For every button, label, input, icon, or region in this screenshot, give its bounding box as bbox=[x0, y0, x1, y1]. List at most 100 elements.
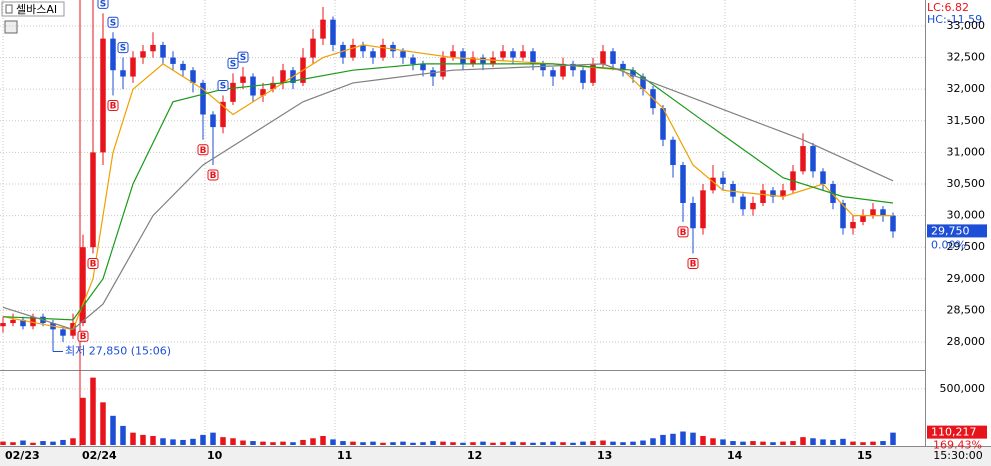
volume-bar bbox=[180, 439, 186, 445]
signal-box bbox=[107, 100, 119, 112]
y-tick-label: 31,000 bbox=[947, 145, 986, 158]
volume-bar bbox=[660, 434, 666, 445]
candle-body bbox=[180, 63, 186, 71]
candle-body bbox=[430, 70, 436, 77]
volume-ratio-label: 169.43% bbox=[933, 439, 982, 452]
volume-bar bbox=[460, 442, 466, 445]
signal-box bbox=[237, 51, 249, 63]
volume-bar bbox=[480, 441, 486, 445]
volume-bar bbox=[230, 438, 236, 445]
volume-bar bbox=[670, 433, 676, 445]
volume-bar bbox=[680, 431, 686, 445]
candle-body bbox=[80, 247, 86, 324]
signal-box bbox=[77, 330, 89, 342]
candle-body bbox=[60, 329, 66, 336]
candle-body bbox=[20, 319, 26, 327]
volume-bar bbox=[530, 442, 536, 445]
volume-bar bbox=[360, 442, 366, 445]
volume-bar bbox=[750, 441, 756, 445]
signal-box bbox=[217, 80, 229, 92]
volume-bar bbox=[730, 441, 736, 445]
volume-bar bbox=[220, 437, 226, 445]
volume-bar bbox=[490, 442, 496, 445]
volume-bar bbox=[770, 442, 776, 445]
candle-body bbox=[490, 57, 496, 64]
volume-bar bbox=[140, 434, 146, 445]
volume-bar bbox=[830, 439, 836, 445]
volume-bar bbox=[620, 442, 626, 445]
candle-body bbox=[610, 51, 616, 64]
candle-body bbox=[740, 196, 746, 210]
volume-bar bbox=[400, 441, 406, 445]
signal-label: B bbox=[80, 332, 87, 342]
volume-bar bbox=[100, 402, 106, 445]
volume-bar bbox=[640, 440, 646, 445]
candle-body bbox=[530, 51, 536, 64]
volume-bar bbox=[700, 436, 706, 445]
signal-box bbox=[107, 16, 119, 28]
candle-body bbox=[350, 44, 356, 58]
candle-body bbox=[460, 51, 466, 64]
volume-bar bbox=[580, 441, 586, 445]
signal-box bbox=[117, 42, 129, 54]
y-tick-label: 28,000 bbox=[947, 335, 986, 348]
y-tick-label: 31,500 bbox=[947, 114, 986, 127]
signal-box bbox=[97, 0, 109, 9]
candle-body bbox=[310, 38, 316, 58]
volume-bar bbox=[800, 437, 806, 445]
signal-label: S bbox=[120, 44, 126, 54]
volume-bar bbox=[720, 439, 726, 445]
x-axis-strip bbox=[0, 446, 991, 466]
signal-box bbox=[677, 226, 689, 238]
candle-body bbox=[840, 202, 846, 229]
candle-body bbox=[150, 44, 156, 52]
volume-bar bbox=[840, 438, 846, 445]
candle-body bbox=[260, 89, 266, 96]
stock-name-box[interactable] bbox=[1, 1, 65, 17]
low-note: 최저 27,850 (15:06) bbox=[65, 345, 171, 358]
x-tick-label: 15 bbox=[857, 449, 872, 462]
volume-bar bbox=[310, 438, 316, 445]
candle-body bbox=[360, 44, 366, 52]
candle-body bbox=[800, 146, 806, 172]
candle-body bbox=[690, 202, 696, 229]
candle-body bbox=[0, 323, 6, 327]
volume-bar bbox=[790, 441, 796, 445]
candle-body bbox=[410, 57, 416, 64]
volume-bar bbox=[300, 439, 306, 445]
candle-body bbox=[580, 70, 586, 83]
candle-body bbox=[630, 70, 636, 77]
signal-label: B bbox=[90, 260, 97, 270]
y-tick-label: 30,000 bbox=[947, 209, 986, 222]
candle-body bbox=[560, 63, 566, 77]
candle-body bbox=[760, 190, 766, 203]
grid-icon[interactable] bbox=[4, 20, 18, 34]
candle-body bbox=[810, 146, 816, 172]
signal-label: B bbox=[200, 146, 207, 156]
candle-body bbox=[100, 38, 106, 153]
candle-body bbox=[190, 70, 196, 83]
volume-bar bbox=[510, 441, 516, 445]
candle-body bbox=[550, 70, 556, 77]
stock-icon bbox=[5, 4, 13, 14]
volume-bar bbox=[450, 442, 456, 445]
volume-bar bbox=[870, 441, 876, 445]
lc-label: LC:6.82 bbox=[927, 1, 969, 14]
candle-body bbox=[640, 76, 646, 90]
signal-box bbox=[687, 258, 699, 270]
candle-body bbox=[160, 44, 166, 58]
signal-label: S bbox=[230, 59, 236, 69]
candle-body bbox=[330, 19, 336, 45]
candle-body bbox=[370, 51, 376, 58]
candle-body bbox=[880, 209, 886, 216]
x-tick-label: 02/23 bbox=[5, 449, 40, 462]
volume-bar bbox=[500, 442, 506, 445]
candle-body bbox=[510, 51, 516, 58]
signal-label: B bbox=[690, 260, 697, 270]
x-tick-label: 11 bbox=[337, 449, 352, 462]
candle-body bbox=[500, 51, 506, 58]
volume-bar bbox=[80, 397, 86, 445]
candle-body bbox=[110, 38, 116, 71]
signal-label: B bbox=[210, 171, 217, 181]
